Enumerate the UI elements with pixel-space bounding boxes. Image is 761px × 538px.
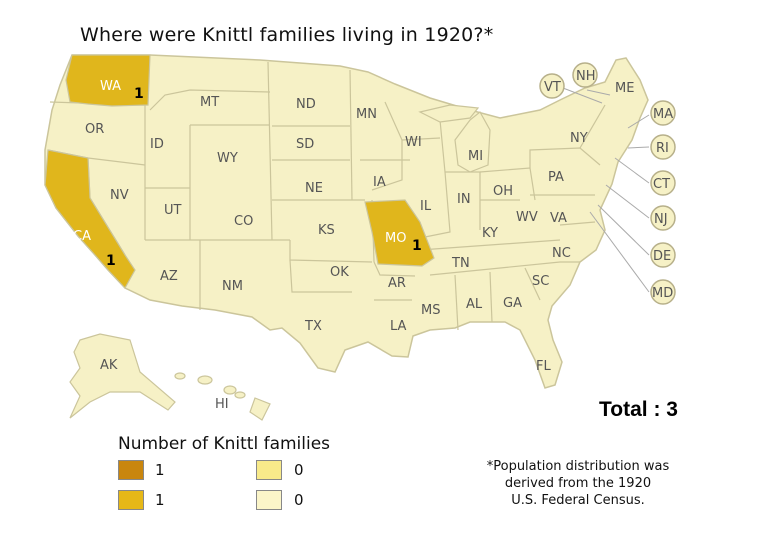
state-label-nv: NV (110, 188, 129, 203)
legend-swatch-4 (256, 490, 282, 510)
state-label-ia: IA (373, 175, 386, 190)
legend-label-1: 1 (155, 461, 165, 479)
us-mainland (44, 54, 649, 389)
callout-lines (562, 87, 650, 293)
legend-label-2: 1 (155, 491, 165, 509)
michigan-peninsula (454, 111, 491, 173)
state-label-ks: KS (318, 223, 335, 238)
state-label-co: CO (234, 214, 253, 229)
alaska-shape (69, 333, 176, 419)
state-label-ga: GA (503, 296, 522, 311)
state-label-ct: CT (653, 177, 670, 192)
legend-swatch-3 (256, 460, 282, 480)
state-label-hi: HI (215, 397, 229, 412)
state-label-wy: WY (217, 151, 238, 166)
state-labels: WA OR CA NV ID MT WY UT AZ CO NM ND SD N… (73, 69, 673, 412)
state-label-me: ME (615, 81, 634, 96)
legend-label-3: 0 (294, 461, 304, 479)
state-label-mt: MT (200, 95, 219, 110)
total-count: Total : 3 (599, 398, 678, 421)
state-label-nd: ND (296, 97, 316, 112)
hawaii-islands (174, 372, 271, 421)
legend-title: Number of Knittl families (118, 434, 331, 454)
state-label-id: ID (150, 137, 164, 152)
legend-label-4: 0 (294, 491, 304, 509)
state-label-de: DE (653, 249, 671, 264)
state-wa-shape (65, 54, 151, 107)
state-label-md: MD (652, 286, 673, 301)
state-label-nc: NC (552, 246, 571, 261)
state-label-va: VA (550, 211, 567, 226)
state-label-ok: OK (330, 265, 349, 280)
state-label-ky: KY (482, 226, 498, 241)
state-label-sc: SC (532, 274, 549, 289)
state-label-ar: AR (388, 276, 406, 291)
state-label-al: AL (466, 297, 483, 312)
callout-circles (539, 62, 676, 305)
state-label-la: LA (390, 319, 407, 334)
state-label-wa: WA (100, 79, 121, 94)
state-label-ut: UT (164, 203, 182, 218)
state-label-ms: MS (421, 303, 440, 318)
state-label-ny: NY (570, 131, 588, 146)
state-label-ma: MA (653, 107, 673, 122)
state-label-fl: FL (536, 359, 551, 374)
state-counts: 1 1 1 (106, 86, 422, 269)
state-label-wv: WV (516, 210, 538, 225)
state-mo-shape (364, 199, 435, 267)
state-label-mn: MN (356, 107, 377, 122)
legend-swatch-2 (118, 490, 144, 510)
state-label-tn: TN (451, 256, 470, 271)
count-mo: 1 (412, 238, 422, 254)
state-label-ca: CA (73, 229, 91, 244)
census-note-line3: U.S. Federal Census. (511, 493, 645, 508)
state-label-nj: NJ (654, 212, 668, 227)
state-ca-shape (44, 149, 136, 290)
state-label-pa: PA (548, 170, 564, 185)
legend-swatch-1 (118, 460, 144, 480)
census-note-line2: derived from the 1920 (504, 476, 652, 491)
state-label-or: OR (85, 122, 104, 137)
count-ca: 1 (106, 253, 116, 269)
state-label-mo: MO (385, 231, 406, 246)
state-label-oh: OH (493, 184, 513, 199)
census-note-line1: *Population distribution was (486, 459, 670, 474)
michigan-upper (418, 104, 480, 123)
state-label-ri: RI (656, 141, 669, 156)
census-note: *Population distribution was derived fro… (430, 458, 726, 509)
state-label-sd: SD (296, 137, 314, 152)
state-label-mi: MI (468, 149, 483, 164)
state-label-in: IN (457, 192, 471, 207)
state-label-vt: VT (544, 80, 561, 95)
state-label-il: IL (420, 199, 432, 214)
state-label-nh: NH (576, 69, 596, 84)
count-wa: 1 (134, 86, 144, 102)
state-label-ne: NE (305, 181, 323, 196)
state-label-tx: TX (304, 319, 322, 334)
state-label-az: AZ (160, 269, 178, 284)
state-label-ak: AK (100, 358, 118, 373)
map-title: Where were Knittl families living in 192… (80, 24, 494, 46)
state-label-nm: NM (222, 279, 243, 294)
state-label-wi: WI (405, 135, 422, 150)
